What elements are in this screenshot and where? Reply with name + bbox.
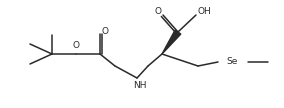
Text: O: O bbox=[101, 26, 108, 36]
Text: O: O bbox=[154, 7, 162, 17]
Text: NH: NH bbox=[133, 82, 147, 91]
Text: OH: OH bbox=[197, 7, 211, 17]
Text: Se: Se bbox=[226, 57, 238, 67]
Text: O: O bbox=[72, 41, 80, 51]
Polygon shape bbox=[162, 30, 181, 54]
